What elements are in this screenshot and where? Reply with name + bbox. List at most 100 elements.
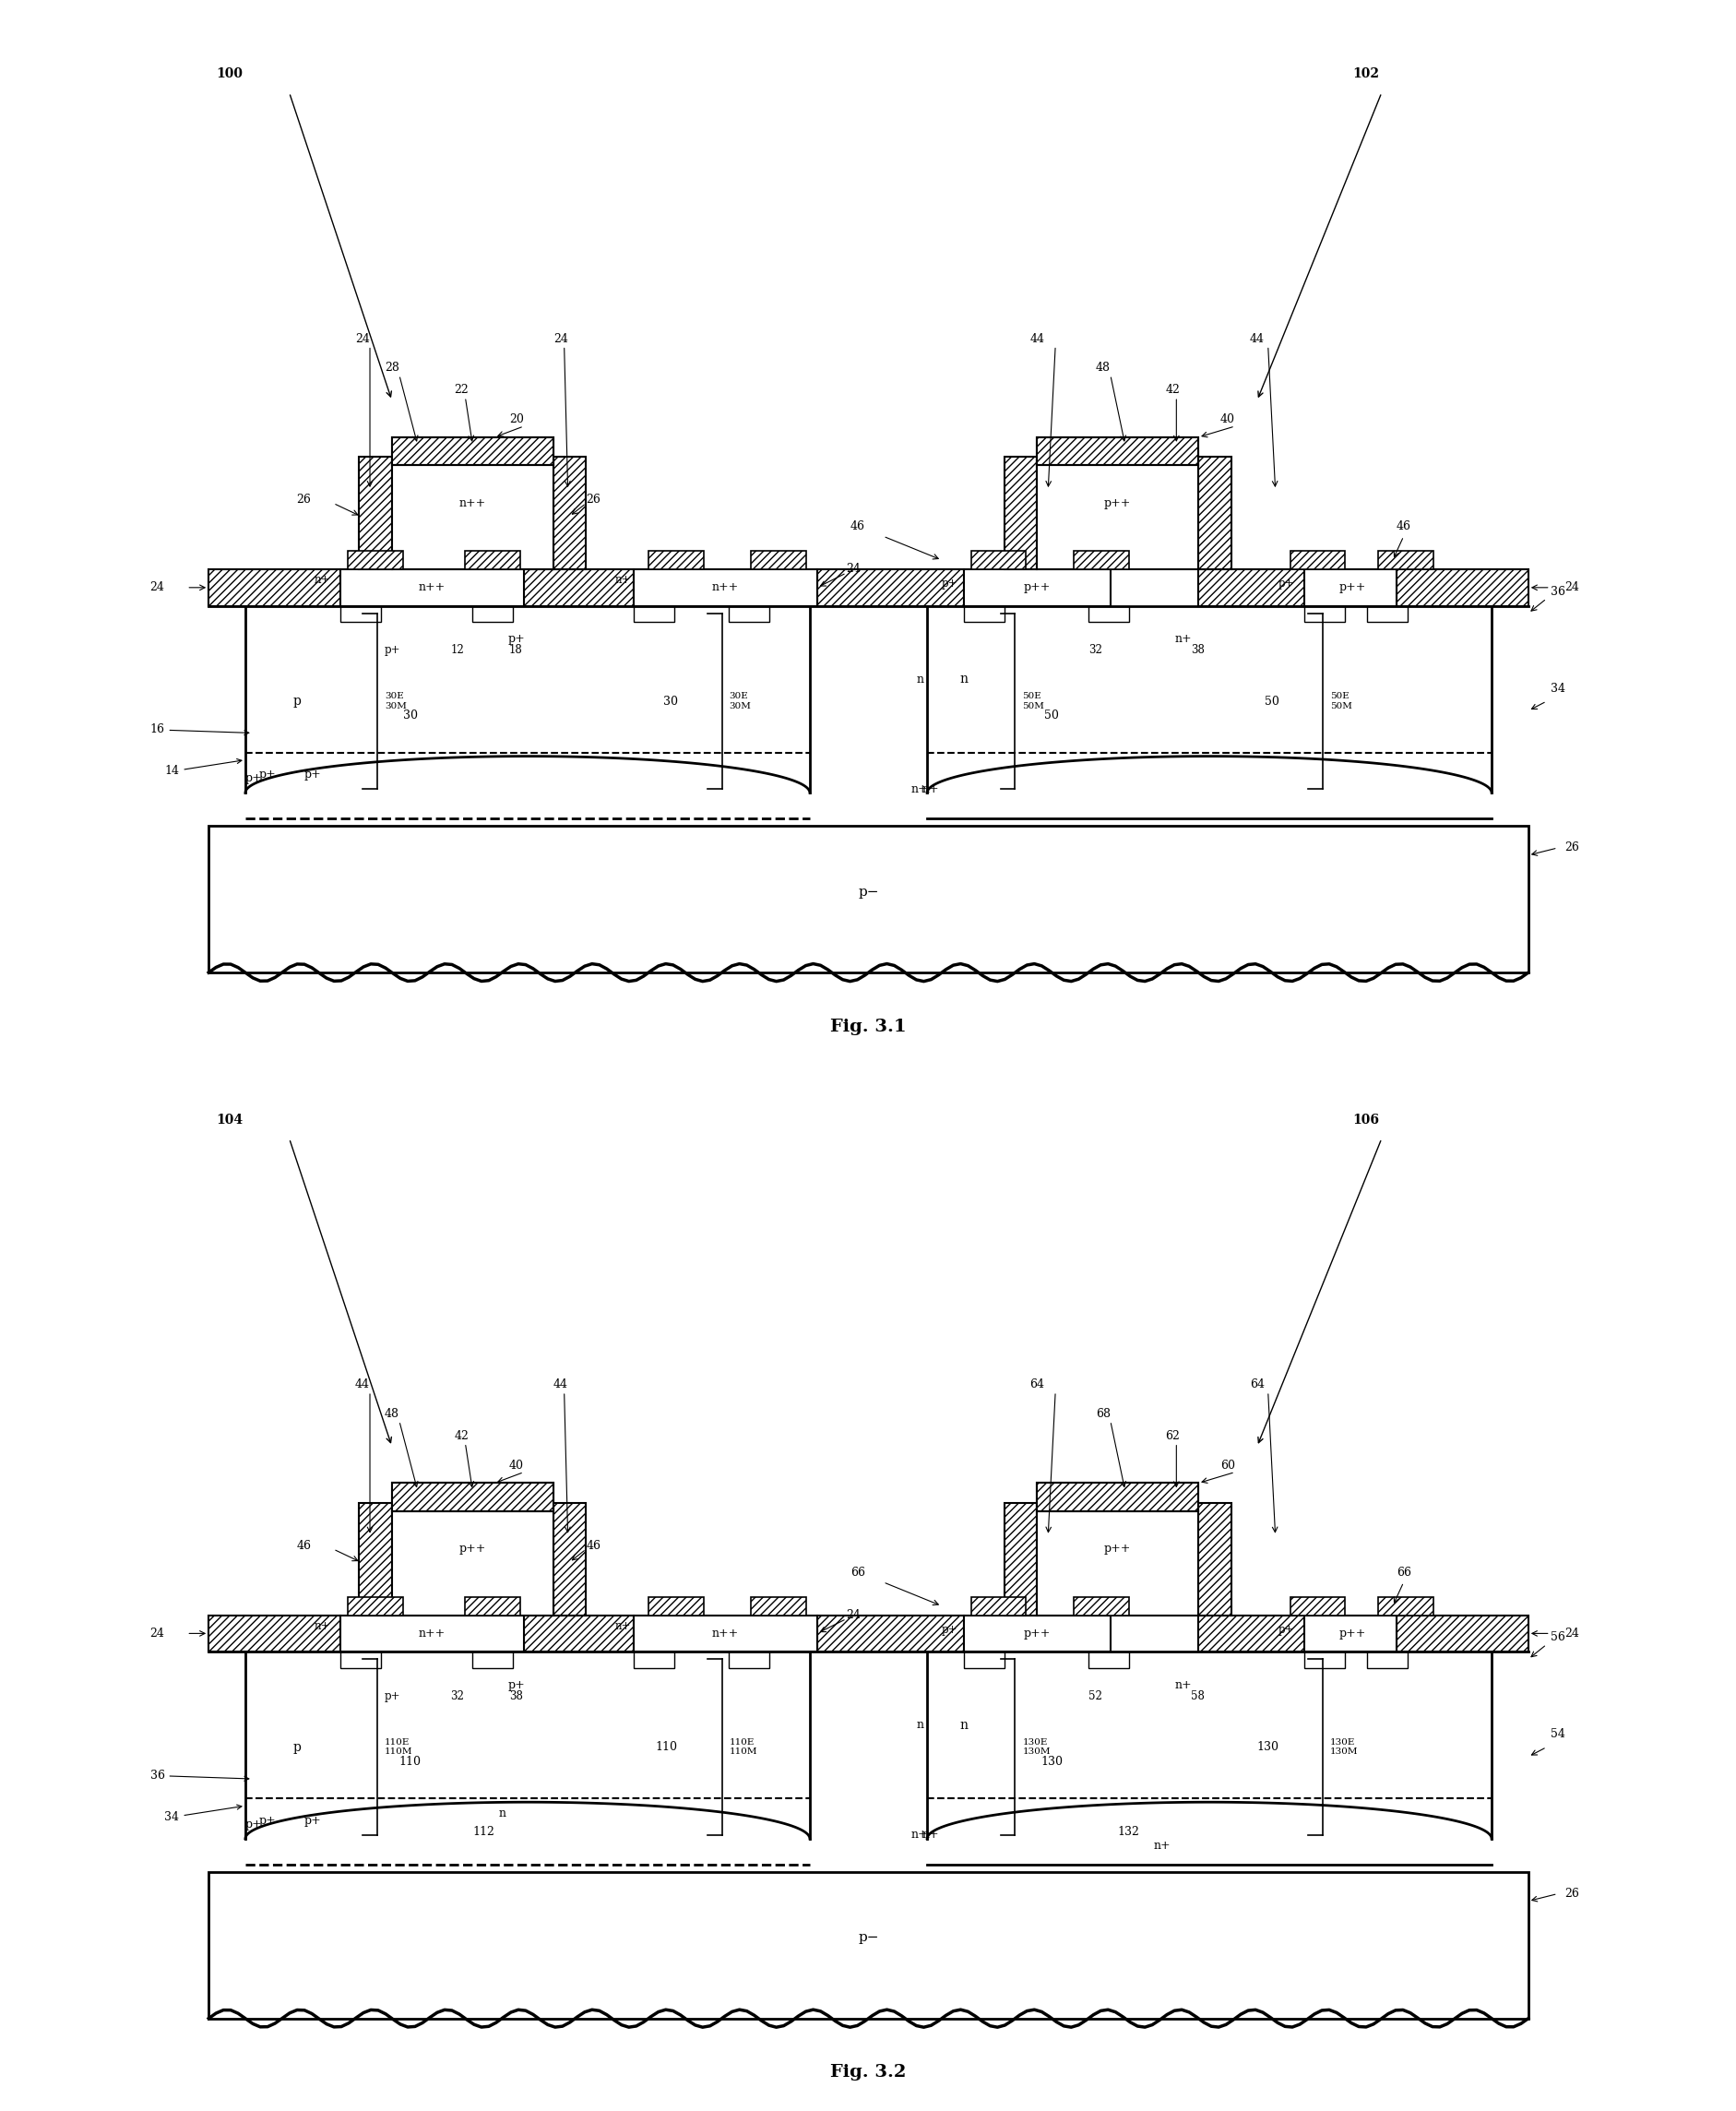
Text: 24: 24 xyxy=(356,334,370,344)
Text: 110: 110 xyxy=(656,1742,677,1752)
Text: 48: 48 xyxy=(1095,361,1109,374)
Text: 46: 46 xyxy=(849,521,865,532)
Text: Fig. 3.2: Fig. 3.2 xyxy=(830,2065,906,2081)
Bar xyxy=(1290,551,1344,570)
Text: n+: n+ xyxy=(615,1619,630,1632)
Text: 130E
130M: 130E 130M xyxy=(1330,1737,1358,1756)
Text: 60: 60 xyxy=(1220,1459,1234,1471)
Bar xyxy=(963,570,1109,606)
Text: p+: p+ xyxy=(259,1815,276,1826)
Bar xyxy=(1036,1484,1198,1615)
Bar xyxy=(816,1615,963,1651)
Text: 50: 50 xyxy=(1264,695,1278,707)
Text: 24: 24 xyxy=(1564,581,1578,593)
Text: Fig. 3.1: Fig. 3.1 xyxy=(830,1018,906,1034)
Text: 30: 30 xyxy=(663,695,677,707)
Text: 68: 68 xyxy=(1095,1408,1109,1421)
Bar xyxy=(1198,1503,1231,1615)
Text: 102: 102 xyxy=(1352,68,1378,80)
Bar xyxy=(340,606,380,623)
Text: 38: 38 xyxy=(509,1691,523,1701)
Text: 44: 44 xyxy=(1029,334,1043,344)
Bar xyxy=(359,456,392,570)
Bar xyxy=(1073,551,1128,570)
Bar xyxy=(465,1596,521,1615)
Bar xyxy=(1003,1503,1036,1615)
Text: 16: 16 xyxy=(149,724,248,737)
Text: n: n xyxy=(958,1718,967,1731)
Text: n+: n+ xyxy=(615,574,630,587)
Text: 12: 12 xyxy=(450,644,464,657)
Text: 26: 26 xyxy=(585,494,601,507)
Text: p+: p+ xyxy=(1278,1623,1293,1636)
Bar xyxy=(472,1651,512,1668)
Text: 130: 130 xyxy=(1040,1756,1062,1767)
Bar xyxy=(392,437,552,570)
Text: n++: n++ xyxy=(712,1628,738,1640)
Text: 64: 64 xyxy=(1248,1378,1264,1391)
Text: n+: n+ xyxy=(1175,1678,1191,1691)
Text: n+: n+ xyxy=(314,1619,330,1632)
Bar xyxy=(970,551,1026,570)
Text: 112: 112 xyxy=(472,1826,495,1839)
Bar xyxy=(208,825,1528,973)
Bar xyxy=(1377,1596,1432,1615)
Text: n+: n+ xyxy=(922,783,939,796)
Bar xyxy=(634,1651,674,1668)
Text: n+: n+ xyxy=(922,1828,939,1841)
Bar xyxy=(340,570,524,606)
Bar xyxy=(1198,456,1231,570)
Text: p+: p+ xyxy=(507,1678,524,1691)
Text: p+: p+ xyxy=(507,633,524,644)
Bar xyxy=(392,1484,552,1615)
Text: n++: n++ xyxy=(418,581,446,593)
Text: p+: p+ xyxy=(384,1691,401,1701)
Text: 130E
130M: 130E 130M xyxy=(1023,1737,1050,1756)
Text: 44: 44 xyxy=(552,1378,568,1391)
Text: 36: 36 xyxy=(149,1769,248,1782)
Bar xyxy=(392,1484,552,1511)
Text: 48: 48 xyxy=(384,1408,399,1421)
Bar xyxy=(750,1596,806,1615)
Text: p+: p+ xyxy=(304,1815,321,1826)
Text: p−: p− xyxy=(858,885,878,899)
Bar xyxy=(1304,570,1396,606)
Bar xyxy=(524,1615,634,1651)
Bar xyxy=(347,1596,403,1615)
Text: n+: n+ xyxy=(314,574,330,587)
Bar xyxy=(1290,1596,1344,1615)
Text: 52: 52 xyxy=(1088,1691,1102,1701)
Text: 66: 66 xyxy=(1396,1566,1410,1579)
Bar xyxy=(1198,570,1307,606)
Bar xyxy=(465,551,521,570)
Text: p++: p++ xyxy=(1104,498,1130,509)
Text: 24: 24 xyxy=(845,1609,861,1621)
Text: p++: p++ xyxy=(1023,581,1050,593)
Bar xyxy=(1088,1651,1128,1668)
Bar xyxy=(1088,606,1128,623)
Text: 30E
30M: 30E 30M xyxy=(384,692,406,709)
Text: p: p xyxy=(292,695,300,707)
Text: p+: p+ xyxy=(304,768,321,781)
Bar xyxy=(1198,1615,1307,1651)
Text: p++: p++ xyxy=(1338,1628,1364,1640)
Text: 40: 40 xyxy=(509,1459,524,1471)
Text: 110E
110M: 110E 110M xyxy=(384,1737,413,1756)
Text: 132: 132 xyxy=(1118,1826,1139,1839)
Text: 24: 24 xyxy=(552,334,568,344)
Bar xyxy=(1396,570,1528,606)
Text: 58: 58 xyxy=(1191,1691,1205,1701)
Text: 56: 56 xyxy=(1550,1632,1564,1644)
Text: 30: 30 xyxy=(403,709,417,722)
Text: p+: p+ xyxy=(384,644,401,657)
Text: p: p xyxy=(292,1742,300,1754)
Text: 34: 34 xyxy=(165,1805,241,1824)
Text: n: n xyxy=(915,673,924,686)
Bar xyxy=(970,1596,1026,1615)
Text: p+: p+ xyxy=(245,1818,262,1830)
Text: n: n xyxy=(498,1807,505,1820)
Text: n++: n++ xyxy=(712,581,738,593)
Text: p+: p+ xyxy=(245,773,262,785)
Text: 66: 66 xyxy=(849,1566,865,1579)
Bar xyxy=(1036,437,1198,570)
